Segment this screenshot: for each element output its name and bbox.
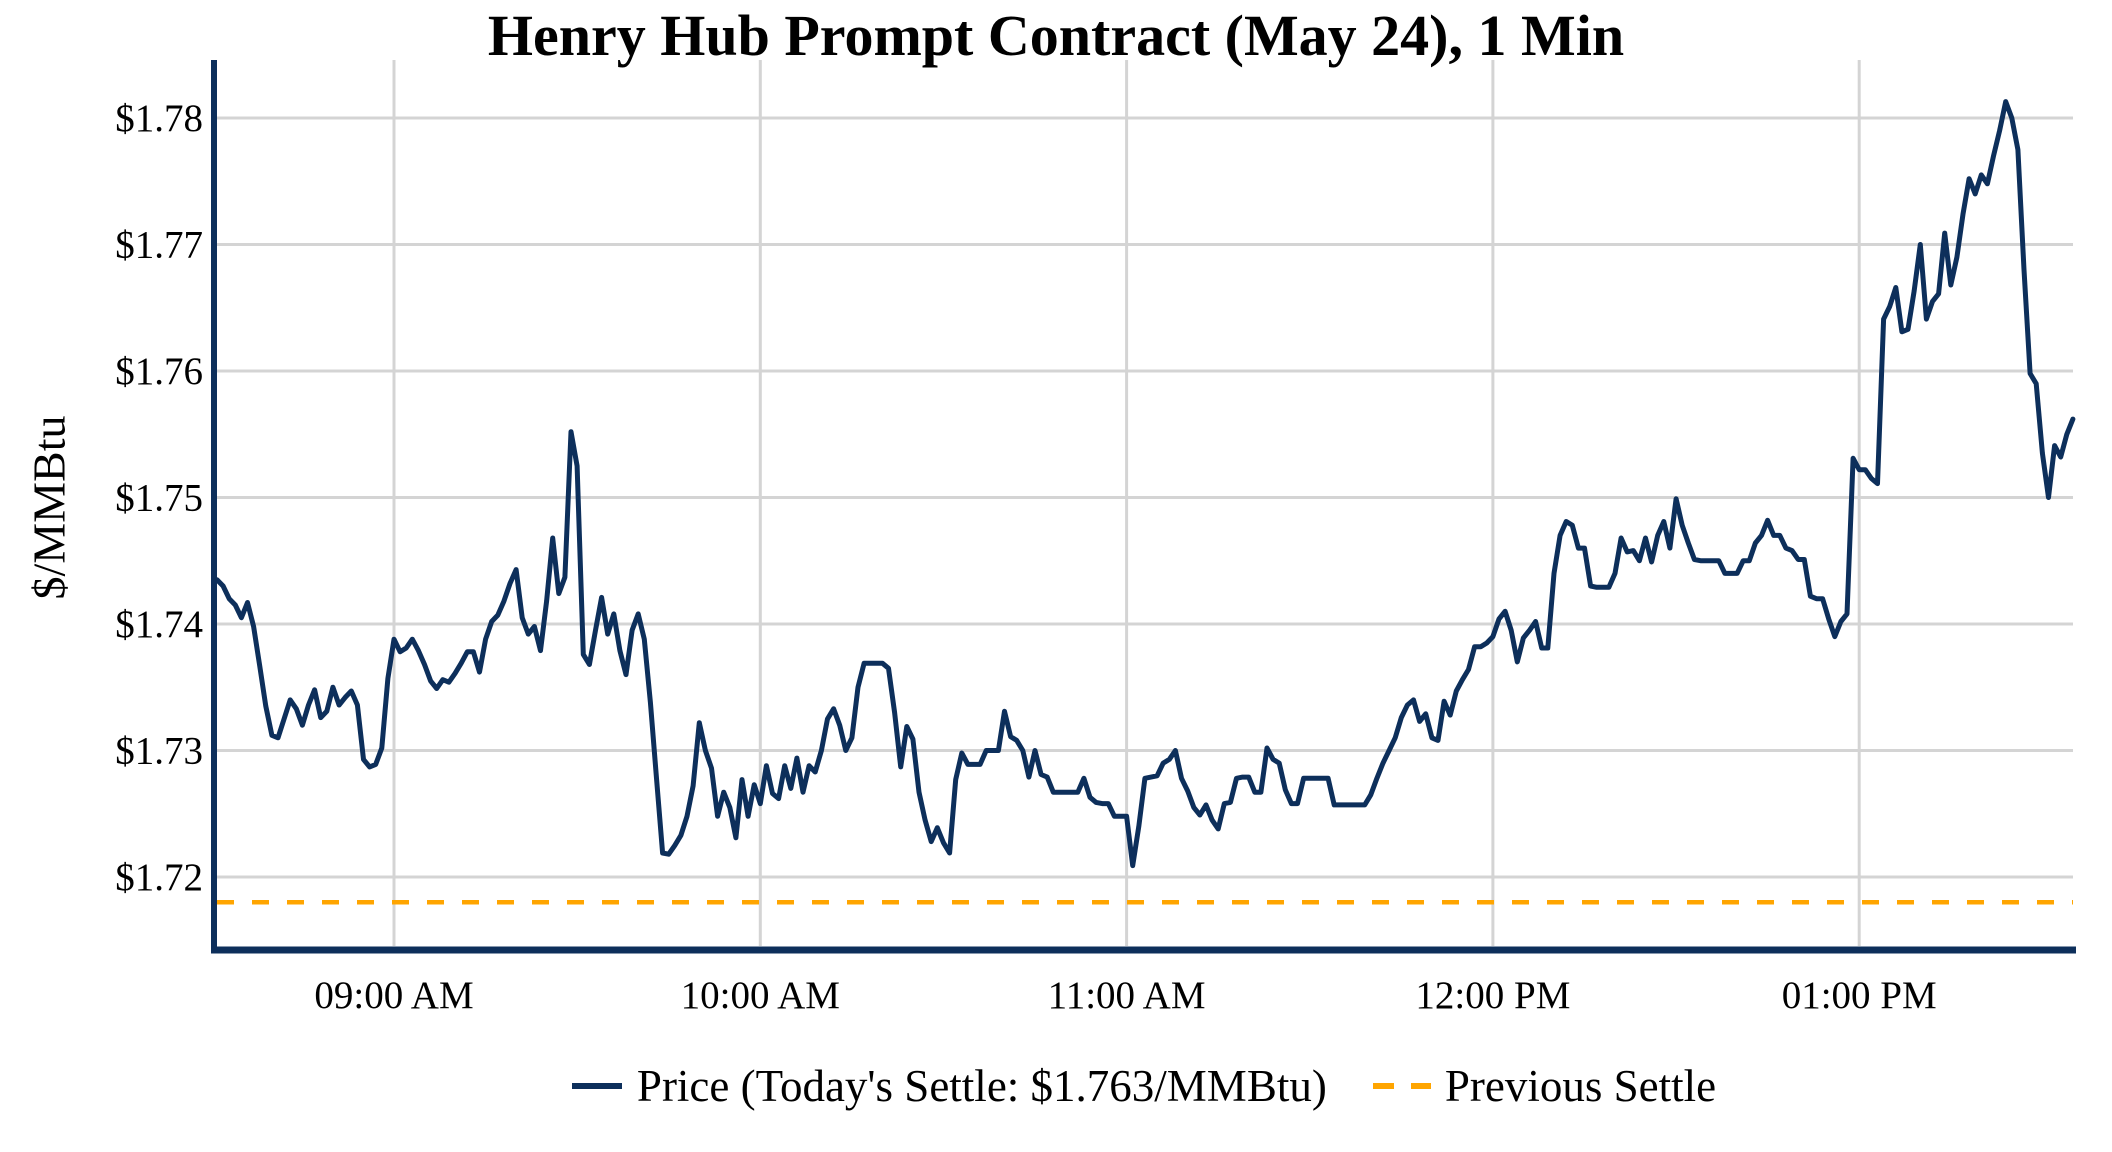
horizontal-gridlines — [217, 116, 2073, 879]
price-line — [214, 99, 2076, 869]
y-tick-label: $1.76 — [115, 350, 203, 393]
x-tick-label: 11:00 AM — [1048, 974, 1206, 1017]
y-tick-label: $1.72 — [115, 856, 203, 899]
y-tick-label: $1.74 — [115, 603, 203, 646]
chart-title: Henry Hub Prompt Contract (May 24), 1 Mi… — [487, 3, 1625, 68]
y-tick-label: $1.77 — [115, 224, 203, 267]
y-tick-label: $1.73 — [115, 730, 203, 773]
price-line-swatch — [571, 1083, 622, 1089]
legend: Price (Today's Settle: $1.763/MMBtu) Pre… — [214, 1056, 2073, 1116]
x-tick-label: 09:00 AM — [314, 974, 473, 1017]
legend-price-label: Price (Today's Settle: $1.763/MMBtu) — [636, 1061, 1327, 1111]
y-tick-labels: $1.72 $1.73 $1.74 $1.75 $1.76 $1.77 $1.78 — [115, 97, 203, 899]
y-tick-label: $1.78 — [115, 97, 203, 140]
y-tick-label: $1.75 — [115, 477, 203, 520]
previous-settle-swatch — [1372, 1083, 1431, 1089]
vertical-gridlines — [392, 60, 1861, 946]
legend-previous-settle-label: Previous Settle — [1444, 1061, 1717, 1111]
x-tick-label: 12:00 PM — [1415, 974, 1570, 1017]
x-tick-labels: 09:00 AM 10:00 AM 11:00 AM 12:00 PM 01:00 PM — [314, 974, 1936, 1017]
x-tick-label: 10:00 AM — [681, 974, 840, 1017]
x-tick-label: 01:00 PM — [1782, 974, 1937, 1017]
